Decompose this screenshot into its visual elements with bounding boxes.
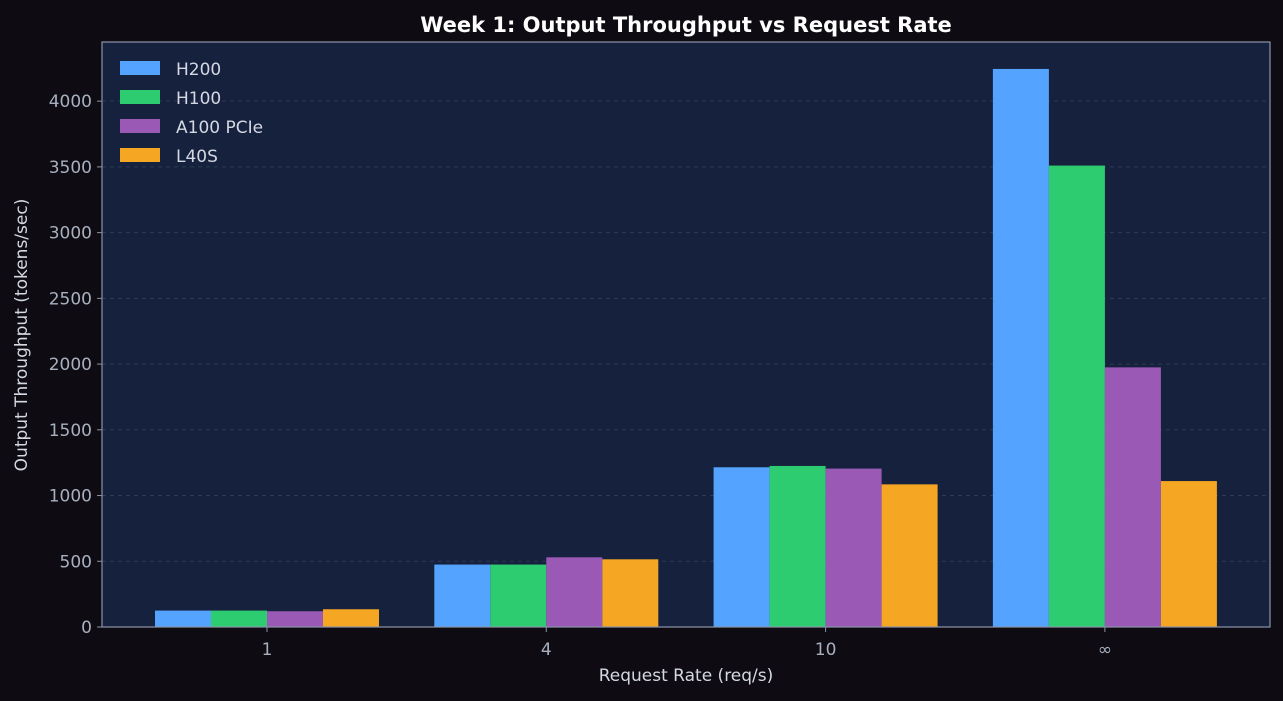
bar bbox=[713, 467, 770, 627]
x-tick-label: 10 bbox=[815, 640, 837, 660]
x-tick-label: ∞ bbox=[1098, 640, 1112, 660]
plot-frame bbox=[101, 41, 1271, 628]
bar bbox=[434, 564, 491, 627]
x-axis-ticks: 1 4 10 ∞ bbox=[262, 627, 1112, 660]
chart-title: Week 1: Output Throughput vs Request Rat… bbox=[420, 13, 952, 37]
bar bbox=[211, 610, 267, 627]
legend-swatch bbox=[120, 90, 160, 104]
legend-label: A100 PCIe bbox=[176, 118, 263, 138]
y-tick-label: 2000 bbox=[49, 355, 92, 375]
legend-label: H200 bbox=[176, 60, 221, 80]
y-tick-label: 1500 bbox=[49, 421, 92, 441]
bar bbox=[267, 611, 323, 627]
y-axis-ticks: 0 500 1000 1500 2000 2500 3000 3500 4000 bbox=[49, 92, 102, 638]
x-axis-label: Request Rate (req/s) bbox=[599, 666, 774, 686]
y-tick-label: 0 bbox=[81, 618, 92, 638]
y-axis-label: Output Throughput (tokens/sec) bbox=[12, 199, 32, 472]
bar bbox=[602, 559, 659, 627]
grid-lines bbox=[102, 100, 1270, 562]
bar bbox=[769, 465, 826, 627]
y-tick-label: 500 bbox=[60, 552, 92, 572]
y-tick-label: 3500 bbox=[49, 158, 92, 178]
y-tick-label: 1000 bbox=[49, 487, 92, 507]
legend: H200 H100 A100 PCIe L40S bbox=[120, 60, 263, 167]
bar bbox=[323, 609, 379, 627]
x-tick-label: 4 bbox=[541, 640, 552, 660]
bar bbox=[1160, 481, 1217, 627]
y-tick-label: 3000 bbox=[49, 224, 92, 244]
bar bbox=[155, 610, 211, 627]
bars bbox=[155, 68, 1217, 627]
bar bbox=[1048, 165, 1105, 627]
bar bbox=[1104, 367, 1161, 627]
bar bbox=[490, 564, 547, 627]
legend-swatch bbox=[120, 148, 160, 162]
legend-label: L40S bbox=[176, 147, 218, 167]
bar bbox=[881, 484, 938, 627]
legend-label: H100 bbox=[176, 89, 221, 109]
bar bbox=[825, 468, 882, 627]
legend-swatch bbox=[120, 61, 160, 75]
y-tick-label: 2500 bbox=[49, 289, 92, 309]
legend-swatch bbox=[120, 119, 160, 133]
x-tick-label: 1 bbox=[262, 640, 273, 660]
y-tick-label: 4000 bbox=[49, 92, 92, 112]
bar bbox=[546, 557, 603, 627]
bar bbox=[992, 68, 1049, 627]
